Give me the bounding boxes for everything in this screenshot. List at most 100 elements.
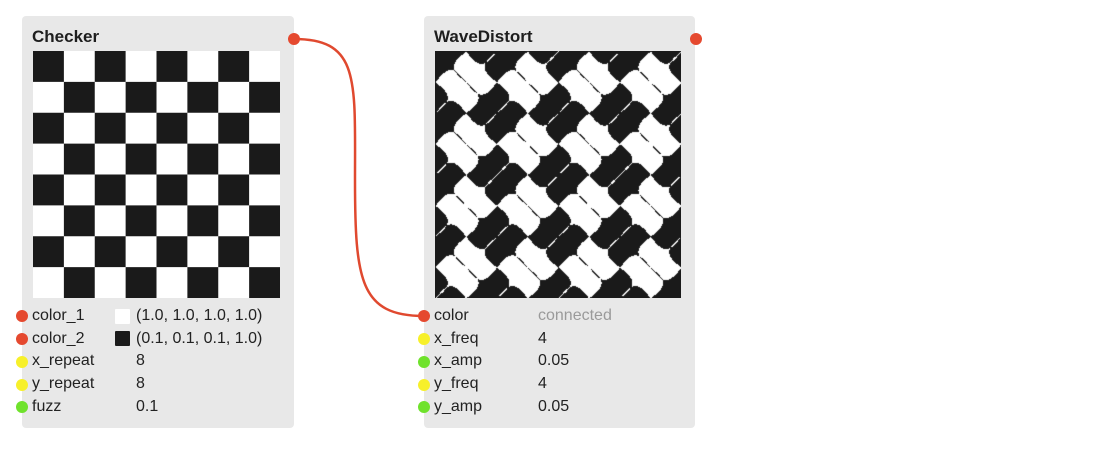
checker-cell — [187, 112, 219, 144]
param-label: x_amp — [434, 352, 483, 370]
param-label: y_repeat — [32, 375, 95, 393]
param-fuzz: fuzz 0.1 — [22, 396, 294, 419]
x-amp-input-socket[interactable] — [418, 356, 430, 368]
checker-cell — [33, 112, 65, 144]
param-x-freq: x_freq 4 — [424, 328, 695, 351]
param-label: color — [434, 307, 469, 324]
checker-cell — [156, 51, 188, 83]
checker-cell — [218, 174, 250, 206]
param-value[interactable]: 0.1 — [136, 397, 159, 415]
param-color-2: color_2 (0.1, 0.1, 0.1, 1.0) — [22, 328, 294, 351]
param-y-amp: y_amp 0.05 — [424, 396, 695, 419]
connection-wire[interactable] — [293, 37, 425, 318]
checker-cell — [63, 174, 96, 206]
param-value[interactable]: 8 — [136, 352, 145, 370]
y-freq-input-socket[interactable] — [418, 379, 430, 391]
checker-cell — [187, 236, 219, 268]
checker-cell — [33, 236, 65, 268]
wavedistort-params: color connected x_freq 4 x_amp 0.05 y_fr… — [424, 305, 695, 418]
checker-cell — [94, 236, 126, 268]
param-x-repeat: x_repeat 8 — [22, 350, 294, 373]
checker-cell — [63, 81, 96, 114]
checker-cell — [249, 205, 280, 237]
color-swatch[interactable] — [115, 308, 130, 324]
param-value[interactable]: 8 — [136, 375, 145, 393]
checker-cell — [63, 267, 96, 298]
checker-cell — [94, 143, 126, 175]
checker-cell — [249, 51, 280, 83]
checker-cell — [218, 267, 250, 298]
checker-cell — [125, 205, 157, 237]
checker-cell — [125, 236, 157, 268]
param-value[interactable]: 0.05 — [538, 397, 570, 415]
checker-cell — [187, 81, 219, 114]
checker-cell — [156, 112, 188, 144]
param-label: y_amp — [434, 397, 483, 415]
checker-cell — [156, 205, 188, 237]
checker-cell — [218, 236, 250, 268]
param-value[interactable]: 4 — [538, 329, 547, 347]
checker-cell — [218, 143, 250, 175]
checker-cell — [218, 81, 250, 114]
param-y-freq: y_freq 4 — [424, 373, 695, 396]
x-repeat-input-socket[interactable] — [16, 356, 28, 368]
checker-cell — [249, 267, 280, 298]
node-title: WaveDistort — [434, 27, 533, 46]
param-value: connected — [538, 307, 612, 324]
node-title: Checker — [32, 27, 100, 46]
checker-cell — [94, 81, 126, 114]
checker-cell — [125, 81, 157, 114]
checker-cell — [218, 112, 250, 144]
color-2-input-socket[interactable] — [16, 333, 28, 345]
color-input-socket[interactable] — [418, 310, 430, 322]
checker-cell — [33, 51, 65, 83]
y-amp-input-socket[interactable] — [418, 401, 430, 413]
param-label: x_repeat — [32, 352, 95, 370]
checker-cell — [156, 267, 188, 298]
checker-cell — [249, 112, 280, 144]
checker-cell — [33, 143, 65, 175]
checker-cell — [94, 267, 126, 298]
checker-cell — [33, 174, 65, 206]
wavedistort-node[interactable]: WaveDistort color connected x_freq 4 x_a… — [424, 16, 695, 428]
param-label: color_1 — [32, 307, 85, 324]
checker-cell — [94, 205, 126, 237]
checker-node[interactable]: Checker color_1 (1.0, 1.0, 1.0, 1.0) col… — [22, 16, 294, 428]
y-repeat-input-socket[interactable] — [16, 379, 28, 391]
checker-cell — [156, 143, 188, 175]
checker-cell — [156, 236, 188, 268]
param-color: color connected — [424, 305, 695, 328]
param-value[interactable]: 0.05 — [538, 352, 570, 370]
wavedistort-preview — [435, 51, 681, 298]
wavedistort-output-socket[interactable] — [690, 33, 702, 45]
checker-cell — [94, 174, 126, 206]
checker-cell — [187, 51, 219, 83]
checker-cell — [33, 205, 65, 237]
param-y-repeat: y_repeat 8 — [22, 373, 294, 396]
checker-cell — [187, 205, 219, 237]
checker-params: color_1 (1.0, 1.0, 1.0, 1.0) color_2 (0.… — [22, 305, 294, 418]
checker-preview — [33, 51, 280, 298]
checker-cell — [156, 174, 188, 206]
checker-cell — [218, 51, 250, 83]
x-freq-input-socket[interactable] — [418, 333, 430, 345]
param-value[interactable]: 4 — [538, 375, 547, 393]
checker-cell — [94, 112, 126, 144]
param-label: color_2 — [32, 329, 85, 347]
checker-cell — [187, 174, 219, 206]
checker-cell — [187, 267, 219, 298]
color-swatch[interactable] — [115, 331, 130, 347]
checker-cell — [63, 51, 96, 83]
checker-cell — [33, 81, 65, 114]
checker-output-socket[interactable] — [288, 33, 300, 45]
color-1-input-socket[interactable] — [16, 310, 28, 322]
checker-cell — [218, 205, 250, 237]
checker-cell — [249, 81, 280, 114]
checker-cell — [187, 143, 219, 175]
param-value[interactable]: (1.0, 1.0, 1.0, 1.0) — [136, 307, 263, 324]
param-label: x_freq — [434, 329, 479, 347]
param-label: fuzz — [32, 397, 62, 415]
fuzz-input-socket[interactable] — [16, 401, 28, 413]
param-value[interactable]: (0.1, 0.1, 0.1, 1.0) — [136, 329, 263, 347]
param-label: y_freq — [434, 375, 479, 393]
